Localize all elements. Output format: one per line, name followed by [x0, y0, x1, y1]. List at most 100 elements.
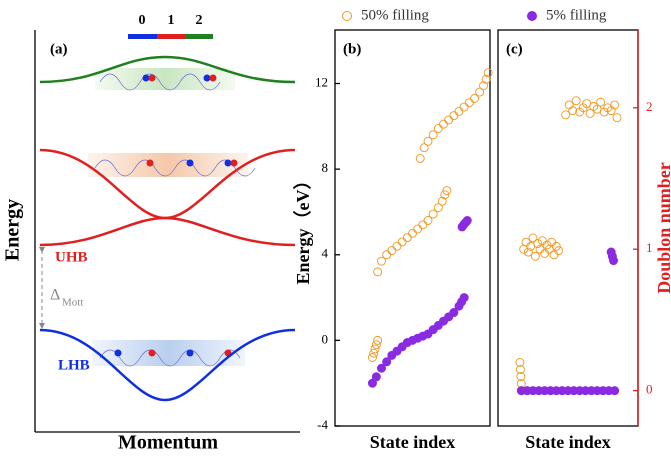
point	[418, 220, 428, 230]
point	[413, 224, 423, 234]
point	[433, 203, 443, 213]
y-tick-label: 0	[646, 382, 653, 397]
x-axis-title: State index	[525, 432, 611, 452]
point	[462, 216, 472, 226]
point	[551, 241, 561, 251]
point	[428, 130, 438, 140]
point	[402, 233, 412, 243]
point	[610, 100, 620, 110]
point	[433, 124, 443, 133]
point	[442, 186, 452, 195]
point	[392, 241, 402, 251]
point	[515, 357, 525, 367]
point	[481, 74, 491, 84]
point	[377, 363, 386, 373]
point	[371, 372, 381, 382]
y-tick-label: -4	[317, 417, 328, 432]
y-axis-title: Energy（eV）	[293, 172, 313, 285]
point	[408, 228, 417, 238]
point	[612, 113, 622, 123]
point	[415, 153, 425, 163]
point	[382, 250, 392, 260]
point	[423, 216, 433, 225]
point	[444, 115, 454, 125]
point	[382, 357, 392, 367]
band	[39, 55, 296, 84]
legend-marker	[342, 11, 352, 21]
point	[387, 246, 397, 255]
x-axis-title: Momentum	[118, 432, 218, 454]
x-axis-title: State index	[370, 432, 456, 452]
point	[542, 240, 552, 250]
point	[440, 190, 450, 200]
point	[561, 110, 571, 120]
y-tick-label: 4	[322, 246, 329, 261]
point	[547, 237, 557, 247]
point	[571, 96, 581, 106]
y-tick-label: 12	[315, 74, 328, 89]
color-bar	[128, 34, 157, 39]
band-label: UHB	[55, 249, 88, 265]
y-tick-label: 0	[322, 331, 329, 346]
color-bar	[185, 34, 213, 39]
point	[371, 340, 381, 350]
point	[610, 386, 620, 396]
point	[464, 98, 474, 108]
plot-frame	[334, 29, 491, 427]
point	[373, 335, 383, 345]
point	[369, 348, 379, 358]
point	[596, 97, 606, 107]
point	[515, 364, 525, 374]
band-shade	[95, 68, 235, 90]
colorbar-label: 0	[139, 13, 146, 28]
point	[368, 353, 377, 362]
color-bar	[157, 34, 185, 39]
band-shade	[88, 153, 248, 177]
point	[419, 143, 429, 153]
point	[533, 239, 543, 249]
point	[428, 209, 438, 219]
band-label: LHB	[58, 357, 90, 373]
gap-label-sub: Mott	[62, 297, 83, 309]
y-tick-label: 8	[322, 160, 329, 175]
point	[549, 250, 559, 260]
point	[439, 119, 448, 129]
point	[370, 344, 380, 354]
point	[568, 106, 578, 116]
point	[530, 251, 540, 261]
y-axis-title: Energy	[2, 199, 24, 261]
point	[528, 233, 538, 243]
wave	[99, 349, 241, 367]
colorbar-label: 2	[196, 13, 203, 28]
point	[540, 249, 550, 258]
point	[609, 256, 618, 266]
legend-label: 5% filling	[546, 7, 607, 23]
point	[554, 246, 564, 256]
panel-label: (b)	[343, 41, 361, 57]
point	[397, 237, 407, 247]
point	[454, 106, 464, 116]
point	[377, 256, 386, 266]
point	[367, 378, 377, 388]
colorbar-label: 1	[168, 13, 175, 28]
point	[483, 68, 493, 78]
point	[437, 196, 447, 206]
point	[459, 102, 469, 112]
point	[516, 372, 526, 381]
point	[479, 81, 488, 91]
y-axis-title: Doublon number	[654, 162, 671, 294]
point	[537, 236, 547, 246]
panel-label: (c)	[506, 41, 523, 57]
panel-label: (a)	[50, 41, 68, 57]
point	[459, 293, 469, 303]
band	[39, 216, 296, 247]
point	[449, 308, 459, 318]
point	[585, 108, 595, 118]
point	[423, 136, 433, 146]
legend-marker	[527, 11, 537, 21]
point	[470, 94, 479, 103]
point	[523, 247, 533, 257]
point	[475, 87, 485, 97]
